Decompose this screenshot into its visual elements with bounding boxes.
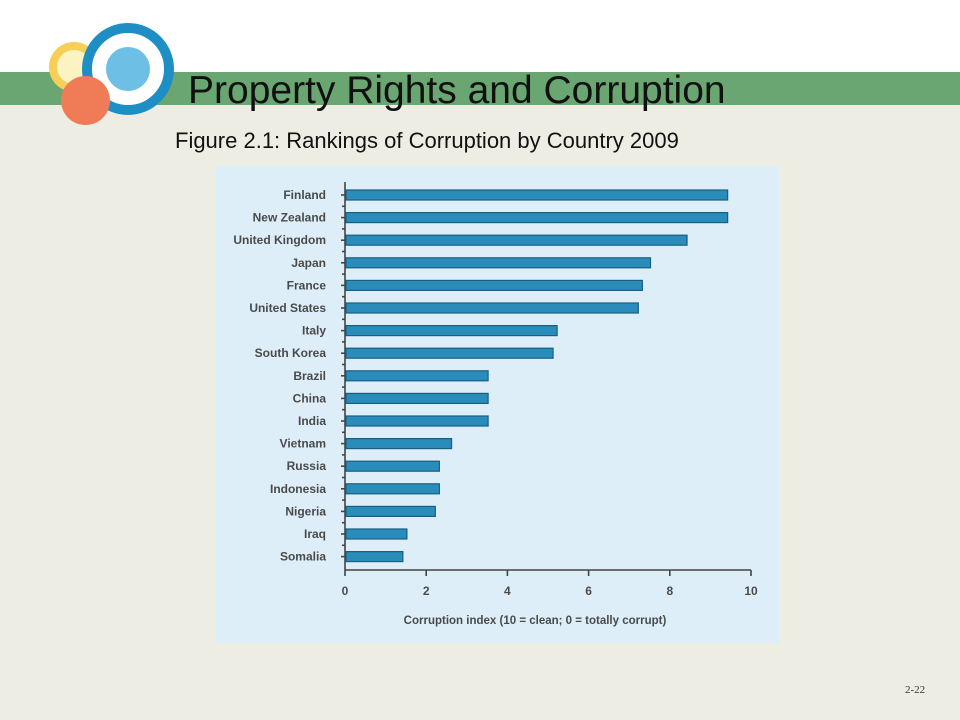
chart-panel: Finland New Zealand United Kingdom Japan Fra… (216, 166, 779, 643)
category-label: Nigeria (285, 504, 326, 518)
bar-united-states (345, 302, 639, 314)
decorative-blue-dot (106, 47, 150, 91)
category-label: United Kingdom (233, 233, 326, 247)
bar-china (345, 392, 489, 404)
x-tick-label: 8 (666, 584, 673, 598)
category-label: Vietnam (280, 437, 326, 451)
bar-south-korea (345, 347, 554, 359)
category-label: South Korea (255, 346, 327, 360)
figure-caption: Figure 2.1: Rankings of Corruption by Co… (175, 128, 679, 153)
bar-indonesia (345, 483, 440, 495)
category-label: Somalia (280, 550, 326, 564)
category-label: Finland (283, 188, 326, 202)
x-axis-title: Corruption index (10 = clean; 0 = totall… (404, 615, 667, 627)
category-label: Russia (287, 459, 327, 473)
category-label: New Zealand (253, 211, 326, 225)
category-label: India (298, 414, 326, 428)
x-tick-label: 6 (585, 584, 592, 598)
category-label: China (293, 391, 327, 405)
bar-nigeria (345, 505, 436, 517)
bar-brazil (345, 370, 489, 382)
x-tick-label: 0 (342, 584, 349, 598)
category-label: Brazil (293, 369, 326, 383)
decorative-orange-circle (61, 76, 110, 125)
bar-chart: Finland New Zealand United Kingdom Japan Fra… (233, 182, 758, 627)
category-label: United States (249, 301, 326, 315)
bar-russia (345, 460, 440, 472)
bar-italy (345, 325, 558, 337)
bar-finland (345, 189, 729, 201)
bar-new-zealand (345, 211, 729, 224)
slide-title: Property Rights and Corruption (188, 69, 726, 112)
category-label: Iraq (304, 527, 326, 541)
category-label: Italy (302, 324, 326, 338)
x-tick-label: 10 (744, 584, 758, 598)
bar-vietnam (345, 438, 453, 450)
bar-iraq (345, 528, 408, 540)
bar-india (345, 415, 489, 427)
category-label: France (287, 278, 327, 292)
category-label: Indonesia (270, 482, 326, 496)
bar-somalia (345, 551, 404, 563)
bar-united-kingdom (345, 234, 688, 246)
x-tick-label: 4 (504, 584, 511, 598)
bar-france (345, 279, 643, 292)
bar-japan (345, 257, 652, 269)
category-label: Japan (291, 256, 326, 270)
slide-number: 2-22 (905, 684, 926, 696)
x-tick-label: 2 (423, 584, 430, 598)
